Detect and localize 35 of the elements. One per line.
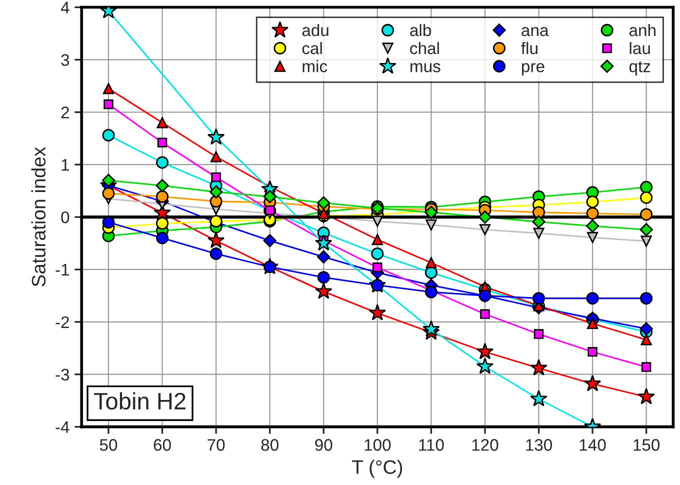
- y-tick-label: -1: [56, 264, 69, 276]
- x-tick-label: 90: [315, 439, 332, 451]
- x-tick-label: 80: [261, 439, 278, 451]
- x-tick-label: 140: [580, 439, 606, 451]
- legend-label: chal: [410, 42, 439, 54]
- x-tick-label: 60: [154, 439, 171, 451]
- annotation: Tobin H2: [94, 392, 186, 410]
- x-tick-label: 130: [526, 439, 552, 451]
- legend-label: anh: [629, 24, 656, 36]
- y-tick-label: -3: [56, 368, 70, 381]
- legend-label: qtz: [629, 61, 650, 76]
- x-tick-label: 50: [100, 439, 118, 451]
- legend-label: lau: [630, 42, 650, 54]
- legend-label: alb: [410, 24, 431, 36]
- y-tick-label: -4: [56, 421, 70, 433]
- legend-label: mus: [410, 63, 440, 72]
- y-tick-label: 2: [61, 106, 69, 118]
- x-axis-title: T (°C): [352, 460, 402, 478]
- legend-label: flu: [521, 42, 538, 54]
- y-tick-label: 1: [62, 159, 69, 171]
- y-tick-label: 0: [61, 211, 70, 224]
- legend-label: mic: [302, 60, 328, 72]
- x-tick-label: 120: [472, 439, 498, 451]
- legend-label: pre: [522, 63, 544, 76]
- legend-label: adu: [302, 24, 328, 36]
- y-axis-title: Saturation index: [31, 146, 46, 286]
- x-tick-label: 150: [634, 439, 660, 451]
- legend-label: ana: [522, 27, 549, 36]
- y-tick-label: -2: [56, 316, 69, 328]
- legend-label: cal: [302, 42, 322, 54]
- y-tick-label: 4: [60, 2, 70, 14]
- y-tick-label: 3: [61, 54, 70, 66]
- x-tick-label: 70: [208, 439, 225, 451]
- x-tick-label: 110: [419, 439, 444, 451]
- x-tick-label: 100: [364, 439, 391, 451]
